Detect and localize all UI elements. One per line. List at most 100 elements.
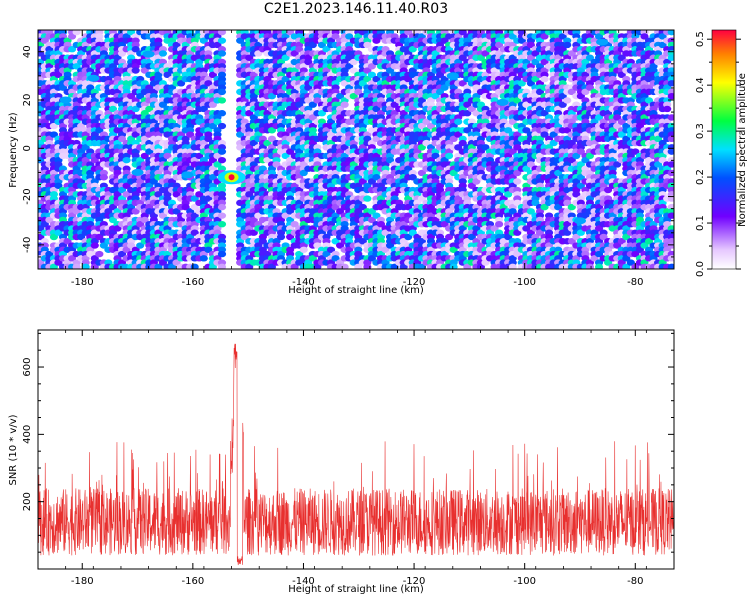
spectrogram-cell	[286, 148, 295, 155]
spectrogram-cell	[367, 208, 376, 215]
spectrogram-cell	[508, 33, 517, 40]
spectrogram-cell	[513, 229, 522, 236]
spectrogram-cell	[449, 246, 458, 253]
spectrogram-cell	[172, 208, 181, 215]
spectrogram-cell	[581, 88, 590, 96]
spectrogram-cell	[199, 105, 208, 113]
spectrogram-cell	[54, 259, 63, 266]
spectrogram-cell	[576, 92, 585, 100]
spectrogram-cell	[549, 131, 558, 138]
spectrogram-cell	[445, 233, 454, 241]
spectrogram-cell	[208, 156, 217, 164]
spectrogram-cell	[299, 169, 308, 177]
spectrogram-cell	[454, 144, 463, 151]
spectrogram-cell	[422, 118, 431, 125]
spectrogram-cell	[472, 110, 481, 117]
spectrogram-cell	[45, 216, 54, 224]
spectrogram-cell	[376, 220, 386, 228]
spectrogram-cell	[549, 139, 558, 147]
spectrogram-cell	[286, 208, 295, 215]
spectrogram-cell	[454, 118, 463, 125]
spectrogram-cell	[358, 178, 367, 185]
spectrogram-cell	[467, 233, 476, 241]
spectrogram-cell	[372, 135, 381, 143]
spectrogram-cell	[190, 229, 199, 236]
spectrogram-cell	[526, 54, 535, 61]
spectrogram-cell	[290, 50, 299, 57]
spectrogram-cell	[117, 250, 127, 258]
spectrogram-cell	[67, 255, 77, 262]
spectrogram-cell	[217, 110, 227, 117]
spectrogram-cell	[204, 246, 213, 253]
spectrogram-cell	[517, 80, 526, 87]
spectrogram-cell	[217, 37, 227, 44]
spectrogram-cell	[458, 80, 467, 87]
spectrogram-cell	[463, 127, 472, 134]
spectrogram-cell	[404, 75, 413, 83]
spectrogram-cell	[513, 97, 522, 104]
spectrogram-cell	[540, 33, 549, 40]
spectrogram-cell	[467, 105, 476, 113]
spectrogram-cell	[408, 46, 417, 53]
spectrogram-cell	[372, 37, 381, 44]
spectrogram-cell	[495, 220, 504, 228]
spectrogram-cell	[526, 41, 535, 49]
spectrogram-cell	[254, 50, 263, 57]
spectrogram-cell	[276, 233, 286, 241]
spectrogram-cell	[67, 33, 77, 40]
spectrogram-cell	[131, 131, 140, 138]
spectrogram-cell	[208, 174, 217, 181]
spectrogram-cell	[540, 75, 549, 83]
spectrogram-cell	[508, 118, 517, 125]
spectrogram-cell	[363, 263, 372, 269]
spectrogram-cell	[540, 110, 549, 117]
spectrogram-cell	[117, 161, 127, 168]
spectrogram-cell	[245, 54, 254, 61]
spectrogram-cell	[140, 67, 149, 74]
spectrogram-cell	[108, 105, 118, 113]
spectrogram-cell	[213, 161, 222, 168]
spectrogram-cell	[513, 178, 522, 185]
spectrogram-cell	[217, 250, 227, 258]
spectrogram-cell	[535, 88, 545, 96]
spectrogram-cell	[440, 84, 449, 91]
spectrogram-cell	[422, 139, 431, 147]
spectrogram-cell	[408, 174, 417, 181]
spectrogram-cell	[267, 127, 277, 134]
spectrogram-cell	[195, 191, 204, 198]
spectrogram-cell	[358, 80, 367, 87]
spectrogram-cell	[449, 169, 458, 177]
spectrogram-cell	[181, 203, 190, 211]
spectrogram-cell	[531, 50, 540, 57]
spectrogram-cell	[190, 203, 199, 211]
spectrogram-cell	[340, 144, 349, 151]
spectrogram-cell	[558, 92, 567, 100]
spectrogram-cell	[72, 63, 81, 70]
spectrogram-cell	[563, 199, 572, 207]
spectrogram-cell	[117, 186, 127, 194]
spectrogram-cell	[481, 144, 490, 151]
spectrogram-cell	[217, 88, 227, 96]
spectrogram-cell	[472, 178, 481, 185]
spectrogram-cell	[558, 33, 567, 40]
spectrogram-cell	[340, 263, 349, 269]
spectrogram-cell	[481, 259, 490, 266]
spectrogram-cell	[81, 144, 90, 151]
spectrogram-cell	[58, 84, 68, 91]
spectrogram-cell	[567, 88, 576, 96]
spectrogram-cell	[581, 156, 590, 164]
spectrogram-cell	[531, 75, 540, 83]
spectrogram-cell	[522, 165, 531, 172]
spectrogram-cell	[567, 50, 576, 57]
spectrogram-cell	[317, 110, 327, 117]
spectrogram-cell	[213, 152, 222, 160]
spectrogram-cell	[508, 148, 517, 155]
spectrogram-cell	[208, 71, 217, 79]
spectrogram-cell	[127, 242, 136, 249]
spectrogram-cell	[131, 105, 140, 113]
spectrogram-cell	[367, 63, 376, 70]
spectrogram-cell	[385, 242, 395, 249]
spectrogram-cell	[72, 208, 81, 215]
spectrogram-cell	[385, 67, 395, 74]
